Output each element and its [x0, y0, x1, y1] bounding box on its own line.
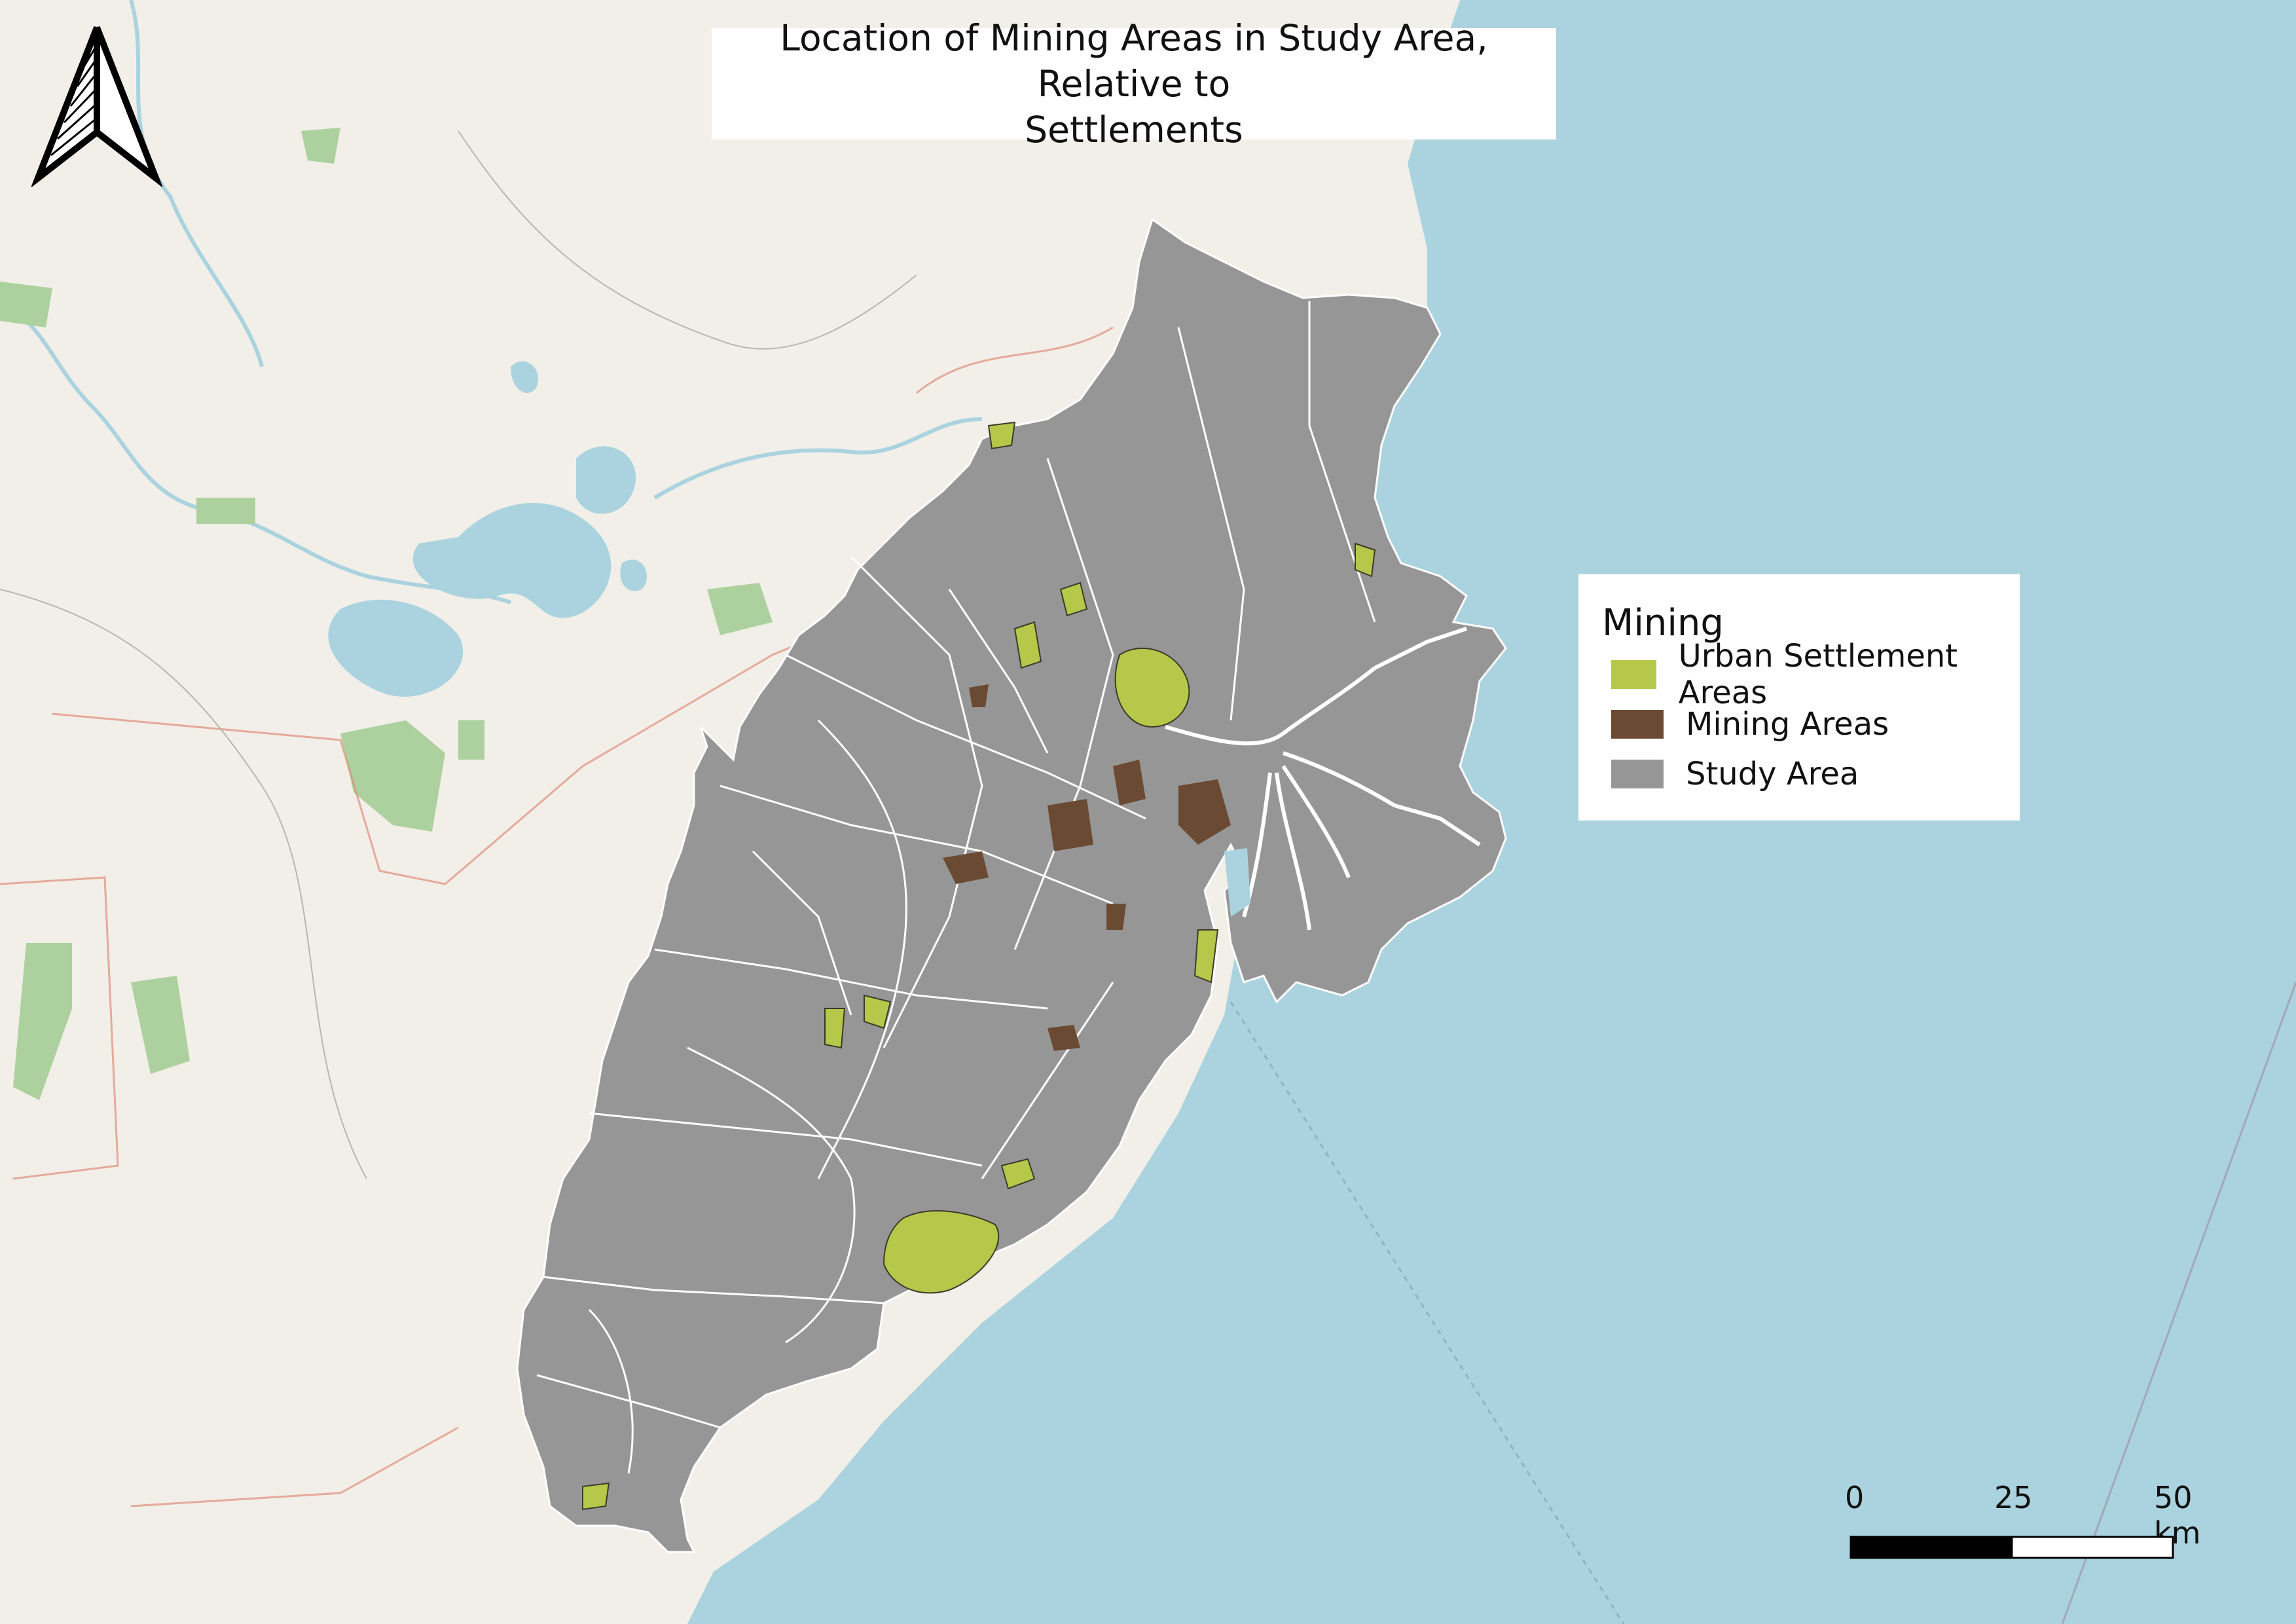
- inland-water: [328, 361, 647, 697]
- scale-label-0: 0: [1845, 1480, 1865, 1515]
- north-arrow-icon: [31, 26, 162, 188]
- scale-bar: 0 25 50 km: [1820, 1480, 2200, 1572]
- map-title-line-1: Location of Mining Areas in Study Area, …: [780, 17, 1488, 105]
- maritime-boundary: [2061, 982, 2296, 1624]
- forests: [0, 128, 773, 1100]
- legend-label: Urban Settlement Areas: [1678, 638, 1958, 711]
- scale-bar-graphic: [1850, 1536, 2174, 1559]
- north-arrow-left-half: [31, 26, 100, 188]
- legend-item-urban-settlement: Urban Settlement Areas: [1611, 638, 2003, 711]
- legend-label: Study Area: [1686, 756, 1859, 792]
- admin-boundaries: [0, 130, 917, 1179]
- north-arrow-right-half: [94, 26, 162, 188]
- scale-label-25: 25: [1994, 1480, 2033, 1515]
- mining-areas: [943, 684, 1231, 1051]
- legend-item-study-area: Study Area: [1611, 749, 2003, 799]
- shipping-lane: [1230, 1001, 1625, 1624]
- north-arrow-hatch: [50, 46, 97, 157]
- legend-label: Mining Areas: [1686, 706, 1889, 743]
- legend-swatch-mining: [1611, 710, 1664, 739]
- map-title-line-2: Settlements: [1025, 109, 1243, 151]
- study-area-boundaries: [536, 301, 1376, 1474]
- map-title: Location of Mining Areas in Study Area, …: [712, 17, 1556, 151]
- legend-title: Mining: [1602, 602, 1724, 644]
- scale-bar-white-segment: [2011, 1536, 2174, 1559]
- study-area: [516, 217, 1507, 1553]
- legend-swatch-study-area: [1611, 760, 1664, 788]
- roads: [0, 326, 1114, 1507]
- urban-settlement-areas: [582, 421, 1376, 1511]
- scale-bar-black-segment: [1850, 1536, 2013, 1559]
- legend-item-mining: Mining Areas: [1611, 699, 2003, 749]
- legend: Mining Urban Settlement Areas Mining Are…: [1578, 574, 2020, 821]
- legend-swatch-urban-settlement: [1611, 660, 1656, 689]
- harbour: [1224, 848, 1250, 917]
